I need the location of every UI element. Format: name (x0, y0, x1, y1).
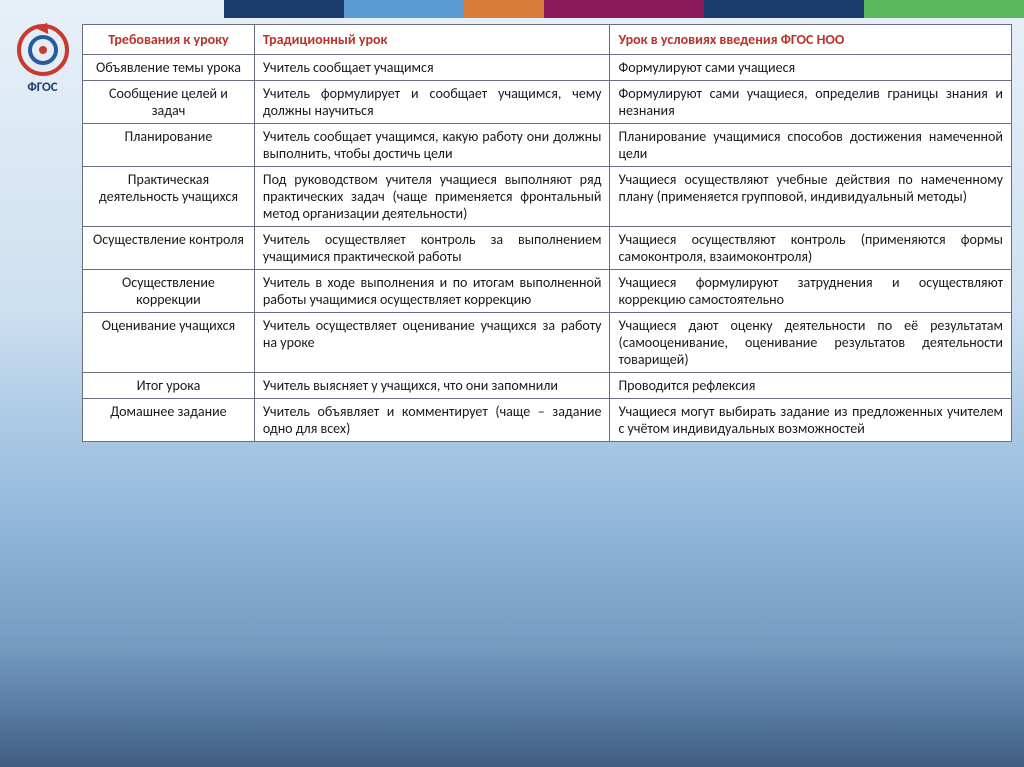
cell-fgos: Учащиеся формулируют затруднения и осуще… (610, 270, 1012, 313)
cell-fgos: Учащиеся осуществляют контроль (применяю… (610, 227, 1012, 270)
cell-traditional: Учитель сообщает учащимся, какую работу … (254, 124, 610, 167)
cell-traditional: Учитель объявляет и комментирует (чаще –… (254, 399, 610, 442)
cell-requirement: Практическая деятельность учащихся (83, 167, 255, 227)
bar-seg-6 (704, 0, 864, 18)
bar-seg-3 (344, 0, 464, 18)
cell-fgos: Формулируют сами учащиеся, определив гра… (610, 81, 1012, 124)
header-requirements: Требования к уроку (83, 25, 255, 55)
bar-seg-2 (224, 0, 344, 18)
table-header-row: Требования к уроку Традиционный урок Уро… (83, 25, 1012, 55)
fgos-logo-icon (17, 24, 69, 76)
cell-fgos: Учащиеся дают оценку деятельности по её … (610, 313, 1012, 373)
cell-requirement: Оценивание учащихся (83, 313, 255, 373)
table-row: ПланированиеУчитель сообщает учащимся, к… (83, 124, 1012, 167)
cell-fgos: Учащиеся могут выбирать задание из предл… (610, 399, 1012, 442)
comparison-table: Требования к уроку Традиционный урок Уро… (82, 24, 1012, 442)
mountain-background (0, 647, 1024, 767)
cell-traditional: Учитель выясняет у учащихся, что они зап… (254, 373, 610, 399)
header-traditional: Традиционный урок (254, 25, 610, 55)
bar-seg-4 (464, 0, 544, 18)
cell-requirement: Объявление темы урока (83, 55, 255, 81)
cell-traditional: Учитель осуществляет контроль за выполне… (254, 227, 610, 270)
cell-fgos: Планирование учащимися способов достижен… (610, 124, 1012, 167)
header-fgos: Урок в условиях введения ФГОС НОО (610, 25, 1012, 55)
cell-traditional: Учитель в ходе выполнения и по итогам вы… (254, 270, 610, 313)
table-row: Итог урокаУчитель выясняет у учащихся, ч… (83, 373, 1012, 399)
table-row: Осуществление коррекцииУчитель в ходе вы… (83, 270, 1012, 313)
comparison-table-container: Требования к уроку Традиционный урок Уро… (82, 24, 1012, 442)
cell-requirement: Планирование (83, 124, 255, 167)
cell-traditional: Учитель сообщает учащимся (254, 55, 610, 81)
cell-traditional: Под руководством учителя учащиеся выполн… (254, 167, 610, 227)
table-row: Осуществление контроляУчитель осуществля… (83, 227, 1012, 270)
bar-seg-5 (544, 0, 704, 18)
cell-fgos: Учащиеся осуществляют учебные действия п… (610, 167, 1012, 227)
bar-seg-1 (0, 0, 224, 18)
cell-requirement: Сообщение целей и задач (83, 81, 255, 124)
cell-fgos: Проводится рефлексия (610, 373, 1012, 399)
logo-area: ФГОС (10, 24, 75, 95)
cell-requirement: Осуществление контроля (83, 227, 255, 270)
bar-seg-7 (864, 0, 1024, 18)
cell-requirement: Осуществление коррекции (83, 270, 255, 313)
cell-requirement: Итог урока (83, 373, 255, 399)
table-row: Сообщение целей и задачУчитель формулиру… (83, 81, 1012, 124)
cell-traditional: Учитель формулирует и сообщает учащимся,… (254, 81, 610, 124)
logo-label: ФГОС (10, 80, 75, 95)
cell-traditional: Учитель осуществляет оценивание учащихся… (254, 313, 610, 373)
cell-fgos: Формулируют сами учащиеся (610, 55, 1012, 81)
table-row: Оценивание учащихсяУчитель осуществляет … (83, 313, 1012, 373)
top-accent-bar (0, 0, 1024, 18)
cell-requirement: Домашнее задание (83, 399, 255, 442)
table-row: Практическая деятельность учащихсяПод ру… (83, 167, 1012, 227)
table-row: Домашнее заданиеУчитель объявляет и комм… (83, 399, 1012, 442)
table-row: Объявление темы урокаУчитель сообщает уч… (83, 55, 1012, 81)
